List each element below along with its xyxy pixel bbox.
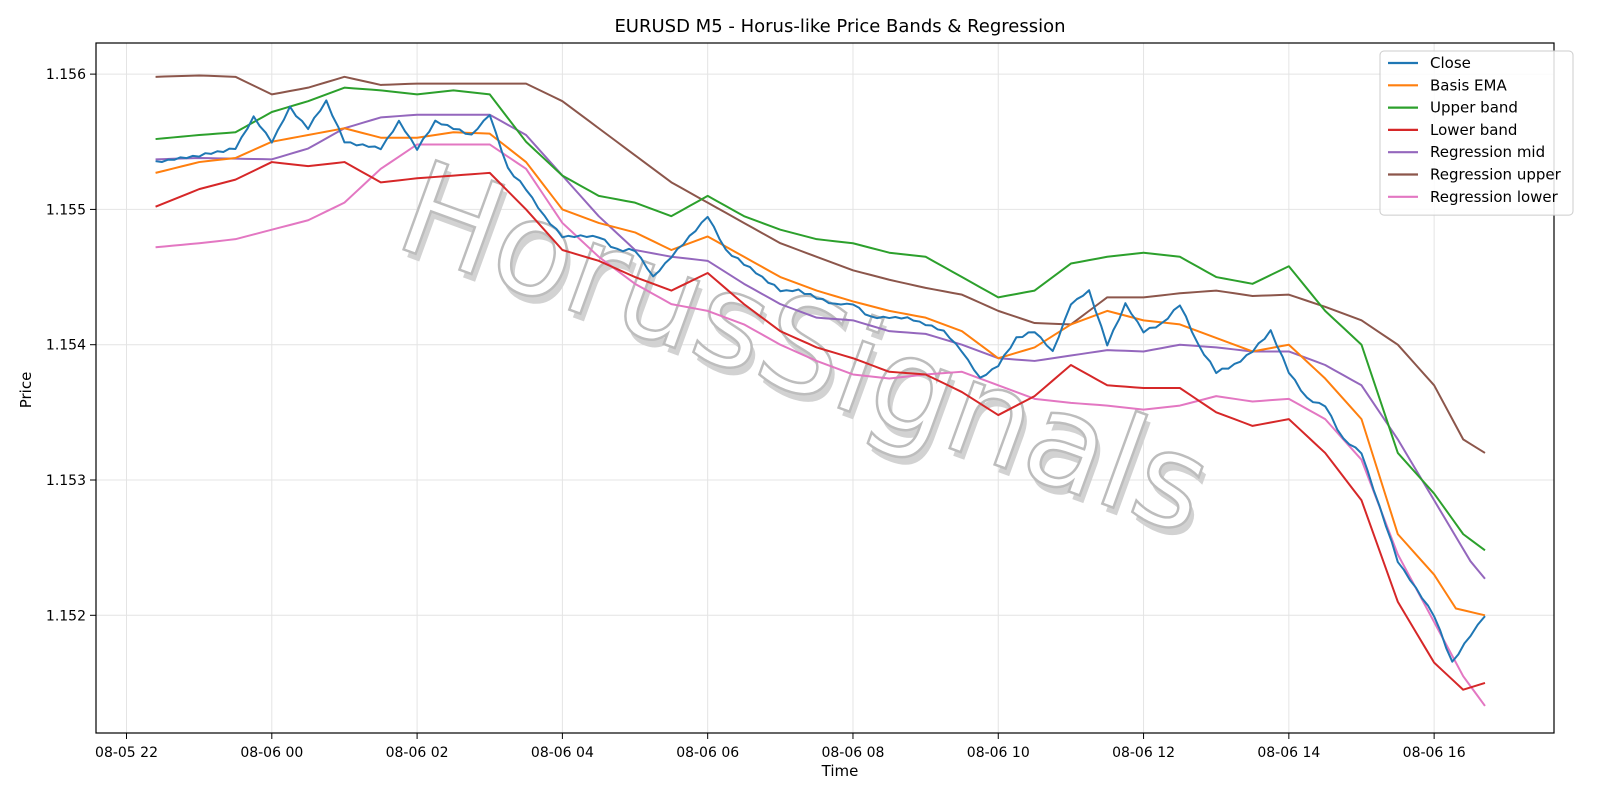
series-line-regression-mid — [155, 113, 1486, 580]
y-tick-label: 1.154 — [46, 338, 86, 354]
x-tick-label: 08-06 14 — [1257, 745, 1320, 761]
legend-entry: Basis EMA — [1430, 76, 1507, 94]
x-axis: 08-05 22 08-06 00 08-06 02 08-06 04 08-06 06… — [95, 733, 1466, 761]
x-tick-label: 08-06 06 — [676, 745, 739, 761]
series-line-regression-upper — [155, 74, 1486, 454]
series-line-upper-band — [155, 86, 1486, 552]
y-tick-label: 1.155 — [46, 202, 86, 218]
legend-entry: Close — [1430, 54, 1471, 72]
legend: Close Basis EMA Upper band Lower band Regres… — [1379, 50, 1574, 216]
y-tick-label: 1.156 — [46, 67, 86, 83]
legend-box — [1379, 50, 1574, 216]
y-tick-label: 1.153 — [46, 473, 86, 489]
series-layer — [155, 74, 1486, 707]
series-line-close — [155, 99, 1486, 663]
y-tick-label: 1.152 — [46, 608, 86, 624]
x-tick-label: 08-06 12 — [1112, 745, 1175, 761]
watermark: HorusSignals HorusSignals — [380, 130, 1234, 572]
series-line-regression-lower — [155, 143, 1486, 707]
legend-entry: Upper band — [1430, 99, 1518, 117]
x-tick-label: 08-06 16 — [1403, 745, 1466, 761]
x-tick-label: 08-06 10 — [967, 745, 1030, 761]
plot-frame — [95, 42, 1555, 734]
x-tick-label: 08-05 22 — [95, 745, 158, 761]
x-tick-label: 08-06 08 — [821, 745, 884, 761]
series-line-lower-band — [155, 161, 1486, 691]
legend-entry: Lower band — [1430, 121, 1517, 139]
x-tick-label: 08-06 04 — [531, 745, 594, 761]
legend-entry: Regression lower — [1430, 188, 1559, 206]
y-axis: 1.152 1.153 1.154 1.155 1.156 — [46, 67, 96, 624]
y-axis-title: Price — [17, 372, 35, 409]
x-tick-label: 08-06 00 — [240, 745, 303, 761]
x-axis-title: Time — [821, 762, 859, 780]
grid — [96, 43, 1554, 733]
x-tick-label: 08-06 02 — [386, 745, 449, 761]
legend-entry: Regression upper — [1430, 166, 1562, 184]
legend-entry: Regression mid — [1430, 143, 1545, 161]
watermark-text: HorusSignals — [381, 131, 1230, 564]
series-line-basis-ema — [155, 127, 1486, 617]
chart-title: EURUSD M5 - Horus-like Price Bands & Reg… — [614, 16, 1065, 37]
